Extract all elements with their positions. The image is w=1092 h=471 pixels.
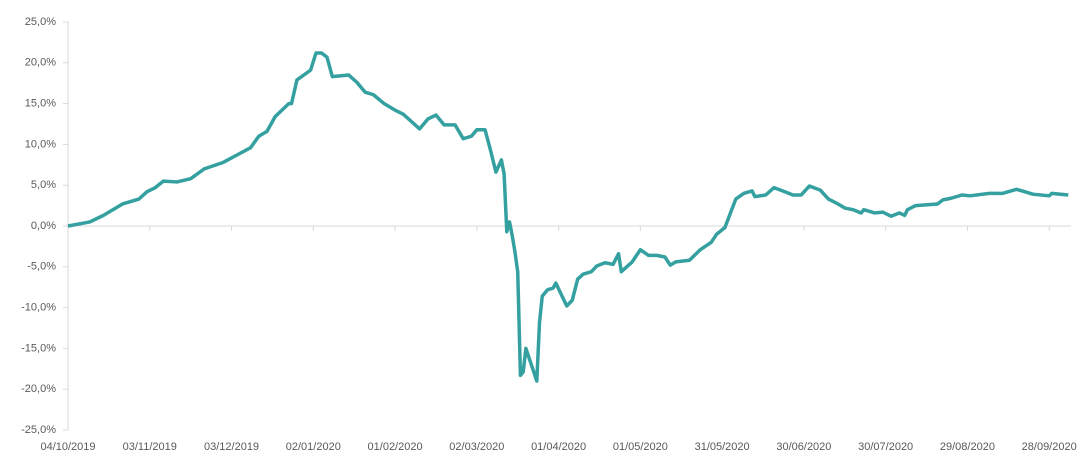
y-tick-label: 25,0% — [25, 16, 56, 28]
y-tick-label: 10,0% — [25, 138, 56, 150]
x-tick-label: 04/10/2019 — [40, 441, 95, 453]
x-tick-label: 03/11/2019 — [123, 441, 177, 453]
x-tick-label: 01/02/2020 — [368, 441, 423, 453]
x-tick-label: 02/01/2020 — [286, 441, 341, 453]
x-tick-label: 30/07/2020 — [858, 441, 913, 453]
x-tick-label: 01/04/2020 — [531, 441, 586, 453]
x-tick-label: 31/05/2020 — [695, 441, 750, 453]
y-tick-label: 5,0% — [31, 179, 56, 191]
x-tick-label: 02/03/2020 — [449, 441, 504, 453]
y-tick-label: 20,0% — [25, 57, 56, 69]
line-series — [67, 51, 1069, 383]
x-tick-label: 01/05/2020 — [613, 441, 668, 453]
y-tick-label: -15,0% — [21, 342, 56, 354]
y-tick-label: 0,0% — [31, 220, 56, 232]
x-tick-label: 29/08/2020 — [940, 441, 995, 453]
x-tick-label: 30/06/2020 — [776, 441, 831, 453]
y-tick-label: -5,0% — [27, 261, 56, 273]
y-tick-label: 15,0% — [25, 98, 56, 110]
y-tick-label: -10,0% — [21, 302, 56, 314]
y-tick-label: -25,0% — [21, 424, 56, 436]
x-tick-label: 28/09/2020 — [1022, 441, 1077, 453]
y-tick-label: -20,0% — [21, 383, 56, 395]
x-tick-label: 03/12/2019 — [204, 441, 259, 453]
